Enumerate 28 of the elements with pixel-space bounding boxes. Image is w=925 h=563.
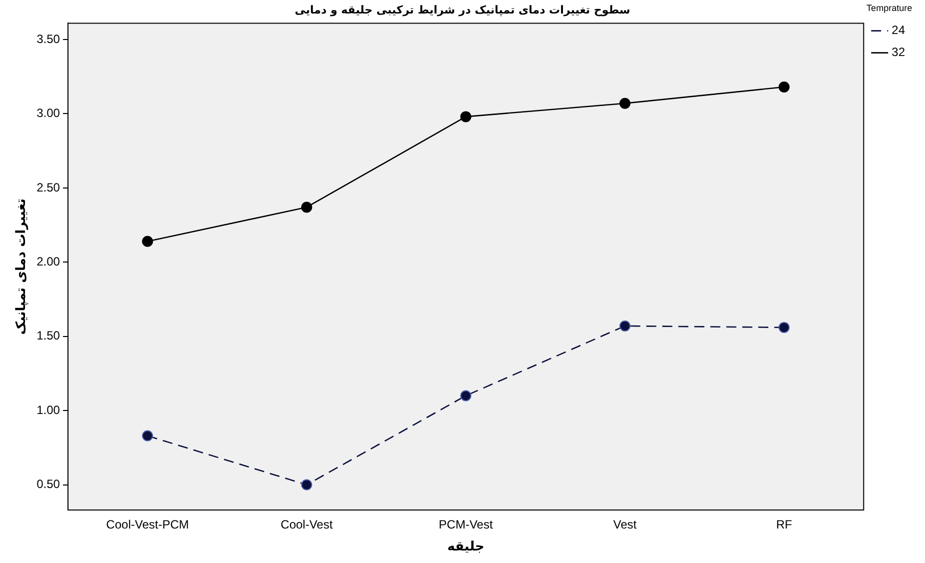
chart-title: سطوح تغییرات دمای تمپانیک در شرایط ترکیبی جلیقه و دمایی <box>294 3 630 16</box>
point <box>142 236 154 247</box>
point <box>460 111 472 122</box>
x-axis-title: جلیقه <box>447 540 484 555</box>
x-tick-label: PCM-Vest <box>438 518 494 532</box>
x-tick-label: RF <box>776 518 792 532</box>
point <box>301 479 312 490</box>
y-tick-label: 2.50 <box>36 180 60 194</box>
y-tick-label: 1.00 <box>36 402 60 417</box>
x-tick-label: Vest <box>613 518 638 532</box>
y-tick-label: 1.50 <box>36 328 60 343</box>
legend-title: Temprature <box>866 2 912 13</box>
y-tick-label: 3.00 <box>36 106 60 120</box>
point <box>619 98 630 109</box>
legend-label: 32 <box>892 45 906 60</box>
point <box>460 390 472 402</box>
point <box>142 430 154 442</box>
point <box>301 202 312 213</box>
y-tick-label: 0.50 <box>36 477 60 492</box>
point <box>778 82 790 93</box>
point <box>778 322 790 333</box>
point <box>619 320 630 332</box>
legend-label: 24 <box>892 23 906 38</box>
y-tick-label: 2.00 <box>36 254 60 268</box>
y-axis-title: تغییرات دمای تمپانیک <box>14 198 30 335</box>
y-tick-label: 3.50 <box>36 32 60 46</box>
x-tick-label: Cool-Vest <box>280 518 334 532</box>
x-tick-label: Cool-Vest-PCM <box>106 518 189 532</box>
